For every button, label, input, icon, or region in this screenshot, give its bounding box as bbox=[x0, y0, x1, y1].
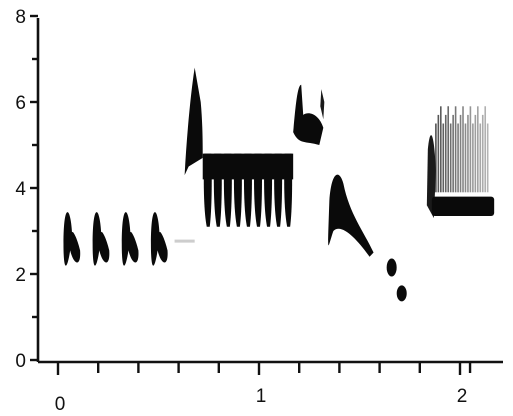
spectrogram-buzz-band bbox=[431, 196, 495, 216]
spectrogram-note bbox=[121, 212, 139, 266]
y-tick-label: 6 bbox=[15, 93, 26, 114]
spectrogram-downsweep bbox=[328, 174, 374, 257]
spectrogram-faint-trace bbox=[174, 239, 195, 243]
y-tick-label: 0 bbox=[15, 351, 26, 372]
spectrogram-trill-element bbox=[274, 153, 283, 227]
spectrogram-trill-element bbox=[213, 153, 222, 227]
spectrogram-sound-layer bbox=[63, 67, 495, 302]
x-tick-label: 1 bbox=[256, 386, 267, 407]
spectrogram-upsweep-tip bbox=[320, 89, 325, 120]
spectrogram-trill-element bbox=[264, 153, 273, 227]
spectrogram-trill-element bbox=[243, 153, 252, 227]
y-tick-label: 8 bbox=[15, 7, 26, 28]
spectrogram-note bbox=[150, 212, 168, 266]
axis-ticks: 0 2 4 6 8 0 1 2 bbox=[15, 7, 472, 415]
spectrogram-trill-element bbox=[284, 153, 293, 227]
x-tick-label: 2 bbox=[457, 386, 468, 407]
x-tick-label: 0 bbox=[55, 394, 66, 415]
spectrogram-note bbox=[386, 258, 397, 277]
spectrogram-note bbox=[396, 285, 407, 302]
y-tick-label: 2 bbox=[15, 265, 26, 286]
spectrogram-upsweep bbox=[184, 67, 203, 176]
chart-axes bbox=[36, 18, 503, 364]
spectrogram-note bbox=[63, 212, 81, 266]
spectrogram-trill-element bbox=[233, 153, 242, 227]
y-tick-label: 4 bbox=[15, 179, 26, 200]
spectrogram-trill-element bbox=[223, 153, 232, 227]
spectrogram-trill-element bbox=[254, 153, 262, 227]
spectrogram-note bbox=[92, 212, 110, 266]
spectrogram-upsweep bbox=[293, 84, 324, 145]
spectrogram-trill-element bbox=[203, 153, 212, 227]
